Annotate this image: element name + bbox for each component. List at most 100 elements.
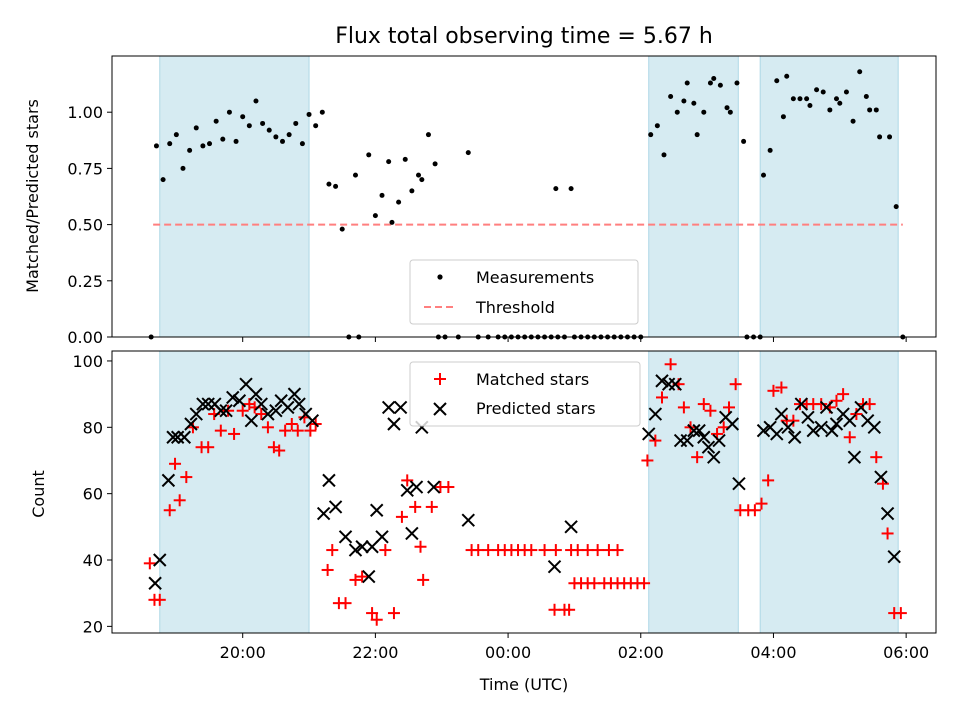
measurement-point [253, 98, 259, 104]
matched-point [370, 613, 383, 626]
matched-point [894, 607, 907, 620]
measurement-point [694, 132, 700, 138]
ytick-label: 40 [83, 551, 103, 570]
predicted-point [292, 397, 306, 411]
measurement-point [727, 109, 733, 115]
matched-point [649, 434, 662, 447]
observing-span [759, 55, 899, 338]
measurement-point [717, 82, 723, 88]
legend-threshold-label: Threshold [475, 298, 555, 317]
predicted-point [725, 417, 740, 431]
predicted-point [348, 543, 363, 557]
predicted-point [825, 423, 839, 438]
predicted-point [712, 433, 726, 448]
matched-point [442, 481, 455, 494]
predicted-point [375, 530, 389, 544]
predicted-point [814, 420, 828, 435]
measurement-point [319, 109, 325, 115]
matched-point [563, 603, 576, 616]
matched-point [638, 577, 651, 590]
matched-point [655, 391, 668, 404]
measurement-point [814, 87, 820, 93]
measurement-point [187, 147, 193, 153]
measurement-point [790, 96, 796, 102]
predicted-point [770, 427, 784, 441]
measurement-point [784, 73, 790, 79]
ytick-label: 0.00 [67, 328, 103, 347]
measurement-point [260, 120, 266, 126]
matched-point [837, 388, 850, 401]
measurement-point [668, 93, 674, 99]
xtick-marks-top [242, 337, 907, 342]
measurement-point [734, 80, 740, 86]
ytick-layer-top: 0.00 0.25 0.50 0.75 1.00 [67, 103, 112, 347]
predicted-point [153, 553, 167, 567]
predicted-point [387, 417, 401, 431]
xtick-label: 06:00 [883, 643, 929, 662]
predicted-point [405, 526, 419, 541]
measurement-point [684, 80, 690, 86]
axes-frame-bottom [111, 350, 937, 634]
measurement-point [167, 141, 173, 147]
legend-predicted-marker [433, 402, 447, 416]
predicted-point [655, 374, 669, 388]
legend-measurements-label: Measurements [476, 268, 594, 287]
predicted-point [880, 506, 895, 521]
measurement-point [843, 89, 849, 95]
predicted-point [232, 394, 247, 408]
predicted-point [843, 413, 857, 428]
measurement-point [797, 96, 803, 102]
matched-point [395, 510, 408, 523]
matched-point [664, 358, 677, 371]
predicted-point [707, 450, 721, 464]
predicted-point [781, 420, 795, 435]
measurement-point [409, 188, 415, 194]
matched-point [261, 421, 274, 434]
measurement-point [707, 80, 713, 86]
matched-point [222, 404, 235, 417]
matched-point [414, 540, 427, 553]
measurement-point [553, 186, 559, 192]
matched-point [163, 504, 176, 517]
predicted-point [668, 377, 682, 391]
predicted-point [219, 404, 233, 418]
predicted-point [287, 387, 302, 401]
predicted-point [214, 404, 228, 418]
matched-point [273, 444, 286, 457]
predicted-point [547, 559, 562, 574]
predicted-point [829, 417, 844, 431]
measurement-point [386, 159, 392, 165]
predicted-point [774, 407, 789, 421]
measurement-point [432, 161, 438, 167]
measurement-point [863, 93, 869, 99]
legend-top: Measurements Threshold [409, 259, 639, 325]
matched-point [169, 457, 182, 470]
predicted-point [732, 476, 746, 491]
predicted-point [189, 407, 203, 421]
matched-point [228, 427, 241, 440]
predicted-point [806, 423, 820, 438]
predicted-point [427, 480, 441, 494]
measurement-point [674, 109, 680, 115]
measurement-point [213, 118, 219, 124]
predicted-point [400, 483, 414, 498]
predicted-point [794, 397, 809, 411]
measurement-point [220, 136, 226, 142]
predicted-point [254, 397, 268, 411]
measurement-point [266, 127, 272, 133]
measurement-point [200, 143, 206, 149]
predicted-point [819, 400, 834, 415]
matched-point [870, 451, 883, 464]
measurement-points-layer [148, 69, 906, 340]
measurement-point [701, 109, 707, 115]
measurement-point [389, 219, 395, 225]
xtick-label: 00:00 [485, 643, 531, 662]
measurement-point [654, 123, 660, 129]
predicted-point [564, 520, 578, 534]
measurement-point [207, 141, 213, 147]
ylabel-bottom: Count [29, 470, 48, 518]
matched-point [525, 544, 538, 557]
matched-point [815, 398, 828, 411]
predicted-point [787, 430, 802, 444]
matched-point [339, 597, 352, 610]
